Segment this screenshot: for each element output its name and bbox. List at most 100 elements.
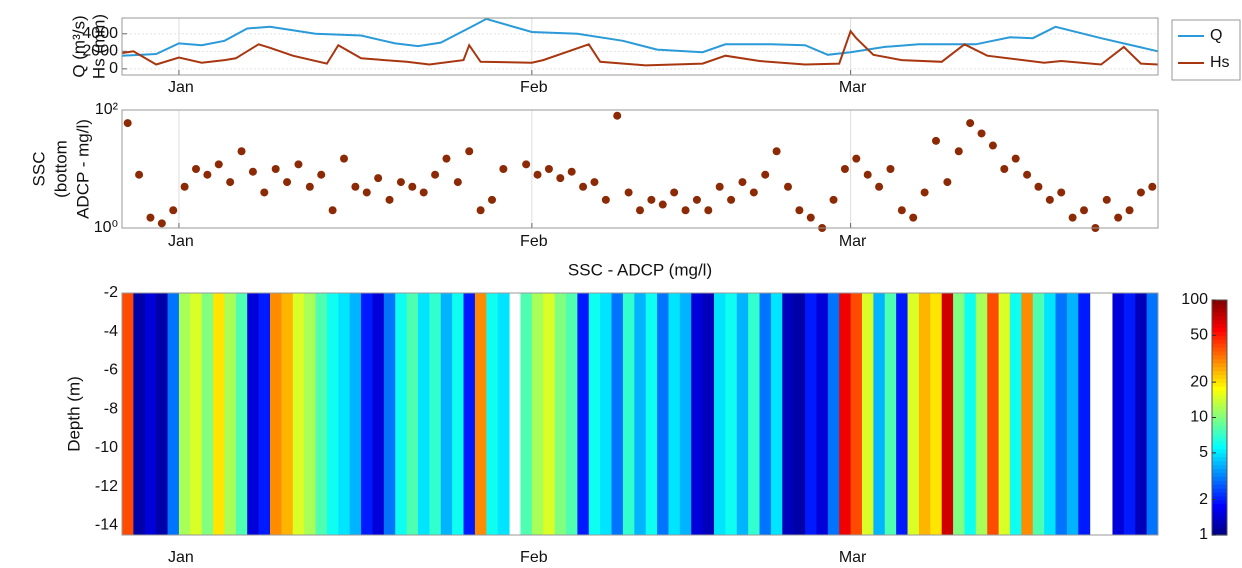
- heatmap-cell: [406, 293, 419, 535]
- scatter-point: [271, 165, 280, 173]
- heatmap-cell: [850, 293, 863, 535]
- heatmap-cell: [998, 293, 1011, 535]
- colorbar-step: [1212, 397, 1227, 403]
- colorbar-step: [1212, 401, 1227, 407]
- colorbar-step: [1212, 464, 1227, 470]
- colorbar-step: [1212, 394, 1227, 399]
- heatmap-cell: [975, 293, 988, 535]
- heatmap-cell: [782, 293, 795, 535]
- heatmap-cell: [543, 293, 556, 535]
- scatter-point: [1114, 213, 1123, 222]
- colorbar-step: [1212, 488, 1227, 493]
- colorbar-step: [1212, 358, 1227, 364]
- heatmap-cell: [634, 293, 647, 535]
- scatter-point: [305, 182, 314, 191]
- y-tick-label: -8: [104, 400, 118, 417]
- scatter-point: [1068, 213, 1077, 222]
- colorbar-step: [1212, 507, 1227, 513]
- colorbar-step: [1212, 425, 1227, 430]
- colorbar-step: [1212, 460, 1227, 466]
- scatter-point: [340, 154, 348, 163]
- scatter-point: [1057, 188, 1066, 197]
- colorbar-step: [1212, 331, 1227, 336]
- heatmap-cell: [714, 293, 726, 535]
- scatter-point: [169, 206, 178, 215]
- colorbar-step: [1212, 437, 1227, 442]
- heatmap-cell: [759, 293, 772, 535]
- scatter-point: [567, 167, 576, 176]
- heatmap-cell: [235, 293, 248, 535]
- scatter-point: [226, 178, 235, 187]
- heatmap-cell: [372, 293, 385, 535]
- colorbar-step: [1212, 480, 1227, 485]
- y-tick-label: 0: [109, 60, 118, 77]
- scatter-point: [317, 170, 326, 179]
- y-tick-label: 10⁰: [94, 219, 118, 236]
- scatter-point: [157, 219, 166, 228]
- heatmap-cell: [736, 293, 749, 535]
- heatmap-cell: [577, 293, 590, 535]
- colorbar-step: [1212, 347, 1227, 352]
- colorbar-step: [1212, 441, 1227, 446]
- heatmap-cell: [1066, 293, 1079, 535]
- heatmap-cell: [941, 293, 954, 535]
- colorbar-step: [1212, 366, 1227, 372]
- heatmap-cell: [918, 293, 931, 535]
- y-tick-label: 2000: [82, 43, 118, 60]
- scatter-point: [624, 188, 633, 197]
- colorbar-tick-label: 5: [1199, 444, 1208, 461]
- colorbar-step: [1212, 319, 1227, 325]
- y-tick-label: -4: [104, 323, 118, 340]
- scatter-point: [419, 188, 428, 197]
- scatter-point: [499, 165, 508, 173]
- colorbar-step: [1212, 491, 1227, 497]
- scatter-point: [362, 188, 371, 197]
- scatter-point: [260, 188, 269, 197]
- scatter-point: [954, 147, 963, 156]
- colorbar-step: [1212, 315, 1227, 321]
- heatmap-cell: [474, 293, 487, 535]
- heatmap-cell: [839, 293, 852, 535]
- scatter-point: [1023, 170, 1032, 179]
- scatter-point: [897, 206, 906, 215]
- scatter-point: [909, 213, 918, 222]
- heatmap-cell: [862, 293, 874, 535]
- heatmap-cell: [1010, 293, 1022, 535]
- scatter-point: [214, 160, 223, 169]
- heatmap-cell: [201, 293, 214, 535]
- y-axis-label: ADCP - mg/l): [73, 119, 92, 219]
- heatmap-cell: [531, 293, 544, 535]
- scatter-point: [431, 170, 440, 179]
- heatmap-cell: [805, 293, 817, 535]
- colorbar-step: [1212, 452, 1227, 458]
- heatmap-cell: [258, 293, 271, 535]
- heatmap-cell: [486, 293, 499, 535]
- x-tick-label: Jan: [168, 549, 194, 566]
- y-axis-label: Depth (m): [64, 376, 83, 452]
- heatmap-cell: [429, 293, 442, 535]
- heatmap-cell: [657, 293, 669, 535]
- colorbar-step: [1212, 468, 1227, 473]
- scatter-point: [351, 182, 360, 191]
- heatmap-cell: [1021, 293, 1034, 535]
- colorbar-step: [1212, 448, 1227, 454]
- scatter-point: [180, 182, 189, 191]
- heatmap-cell: [1044, 293, 1057, 535]
- scatter-point: [579, 182, 588, 191]
- plot-frame: [121, 17, 1159, 76]
- scatter-point: [442, 154, 451, 163]
- colorbar-step: [1212, 444, 1227, 450]
- colorbar-step: [1212, 417, 1227, 423]
- heatmap-cell: [190, 293, 203, 535]
- colorbar-step: [1212, 531, 1227, 536]
- heatmap-cell: [361, 293, 373, 535]
- x-tick-label: Jan: [168, 79, 194, 96]
- scatter-point: [283, 178, 292, 187]
- scatter-point: [636, 206, 644, 215]
- colorbar-step: [1212, 429, 1227, 434]
- scatter-point: [692, 195, 701, 204]
- colorbar-step: [1212, 378, 1227, 383]
- colorbar-step: [1212, 386, 1227, 391]
- heatmap-cell: [1032, 293, 1045, 535]
- scatter-point: [248, 167, 257, 176]
